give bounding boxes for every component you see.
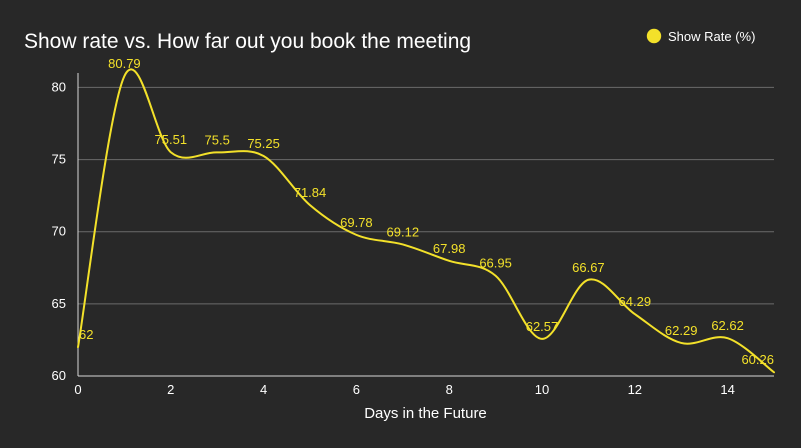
data-label-9: 66.95 xyxy=(479,256,512,271)
x-tick-label-4: 4 xyxy=(260,382,267,397)
x-axis-title: Days in the Future xyxy=(364,405,487,422)
x-tick-label-8: 8 xyxy=(446,382,453,397)
tick-labels: 60 65 70 75 80 0 2 4 6 8 10 12 14 xyxy=(52,79,735,397)
data-label-15: 60.26 xyxy=(741,352,774,367)
data-label-4: 75.25 xyxy=(247,136,280,151)
x-tick-label-10: 10 xyxy=(535,382,549,397)
y-tick-label-75: 75 xyxy=(52,152,66,167)
chart-title: Show rate vs. How far out you book the m… xyxy=(24,30,471,53)
data-label-2: 75.51 xyxy=(155,132,188,147)
data-label-8: 67.98 xyxy=(433,241,466,256)
series-layer xyxy=(77,68,775,374)
legend-marker xyxy=(646,28,662,44)
x-tick-label-2: 2 xyxy=(167,382,174,397)
data-label-1: 80.79 xyxy=(108,56,141,71)
data-label-0: 62 xyxy=(79,327,93,342)
data-label-3: 75.5 xyxy=(205,132,230,147)
data-label-11: 66.67 xyxy=(572,260,605,275)
y-tick-label-80: 80 xyxy=(52,79,66,94)
data-label-12: 64.29 xyxy=(619,294,652,309)
data-label-5: 71.84 xyxy=(294,185,327,200)
data-labels: 62 80.79 75.51 75.5 75.25 71.84 69.78 69.12 67.9… xyxy=(79,56,774,367)
series-line-show-rate xyxy=(77,68,775,374)
x-tick-label-14: 14 xyxy=(720,382,734,397)
legend[interactable]: Show Rate (%) xyxy=(646,28,756,44)
y-tick-label-60: 60 xyxy=(52,368,66,383)
y-tick-label-65: 65 xyxy=(52,296,66,311)
data-label-14: 62.62 xyxy=(711,318,744,333)
data-label-6: 69.78 xyxy=(340,215,373,230)
y-tick-label-70: 70 xyxy=(52,224,66,239)
x-tick-label-0: 0 xyxy=(74,382,81,397)
axes xyxy=(77,73,774,377)
x-tick-label-12: 12 xyxy=(628,382,642,397)
data-label-7: 69.12 xyxy=(387,224,420,239)
data-label-13: 62.29 xyxy=(665,323,698,338)
data-label-10: 62.57 xyxy=(526,319,559,334)
legend-label: Show Rate (%) xyxy=(668,29,755,44)
x-tick-label-6: 6 xyxy=(353,382,360,397)
gridlines xyxy=(78,86,774,305)
